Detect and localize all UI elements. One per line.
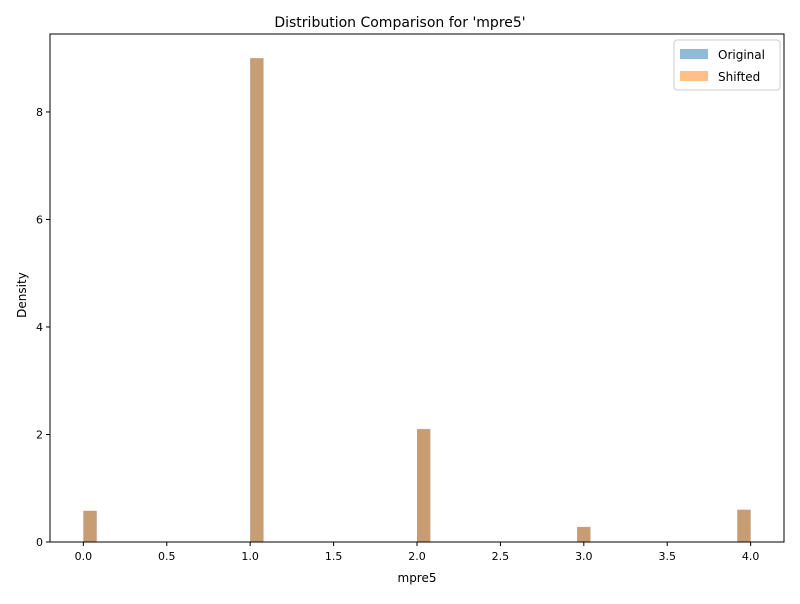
x-axis-label: mpre5 (398, 571, 437, 585)
bars-layer (83, 58, 751, 542)
x-axis-ticks: 0.0 0.5 1.0 1.5 2.0 2.5 3.0 3.5 4.0 (75, 542, 760, 563)
x-tick-label-1: 0.5 (158, 550, 176, 563)
y-axis-ticks: 0 2 4 6 8 (36, 106, 50, 549)
x-tick-label-4: 2.0 (408, 550, 426, 563)
y-tick-label-1: 2 (36, 428, 43, 441)
x-tick-label-2: 1.0 (241, 550, 259, 563)
bar-shifted-3 (577, 526, 591, 542)
bar-shifted-4 (737, 509, 751, 542)
x-tick-label-6: 3.0 (575, 550, 593, 563)
x-tick-label-8: 4.0 (742, 550, 760, 563)
x-tick-label-3: 1.5 (325, 550, 343, 563)
x-tick-label-0: 0.0 (75, 550, 93, 563)
bar-shifted-2 (417, 429, 431, 542)
legend-label-original: Original (718, 48, 765, 62)
y-tick-label-3: 6 (36, 213, 43, 226)
y-tick-label-0: 0 (36, 536, 43, 549)
legend-swatch-shifted (680, 71, 708, 81)
bar-shifted-0 (83, 510, 97, 542)
y-axis-label: Density (15, 272, 29, 318)
y-tick-label-4: 8 (36, 106, 43, 119)
x-tick-label-7: 3.5 (658, 550, 676, 563)
legend-swatch-original (680, 49, 708, 59)
legend: Original Shifted (673, 39, 781, 91)
legend-label-shifted: Shifted (718, 70, 760, 84)
y-tick-label-2: 4 (36, 321, 43, 334)
chart-title: Distribution Comparison for 'mpre5' (274, 15, 525, 31)
x-tick-label-5: 2.5 (492, 550, 510, 563)
bar-shifted-1 (250, 58, 264, 542)
